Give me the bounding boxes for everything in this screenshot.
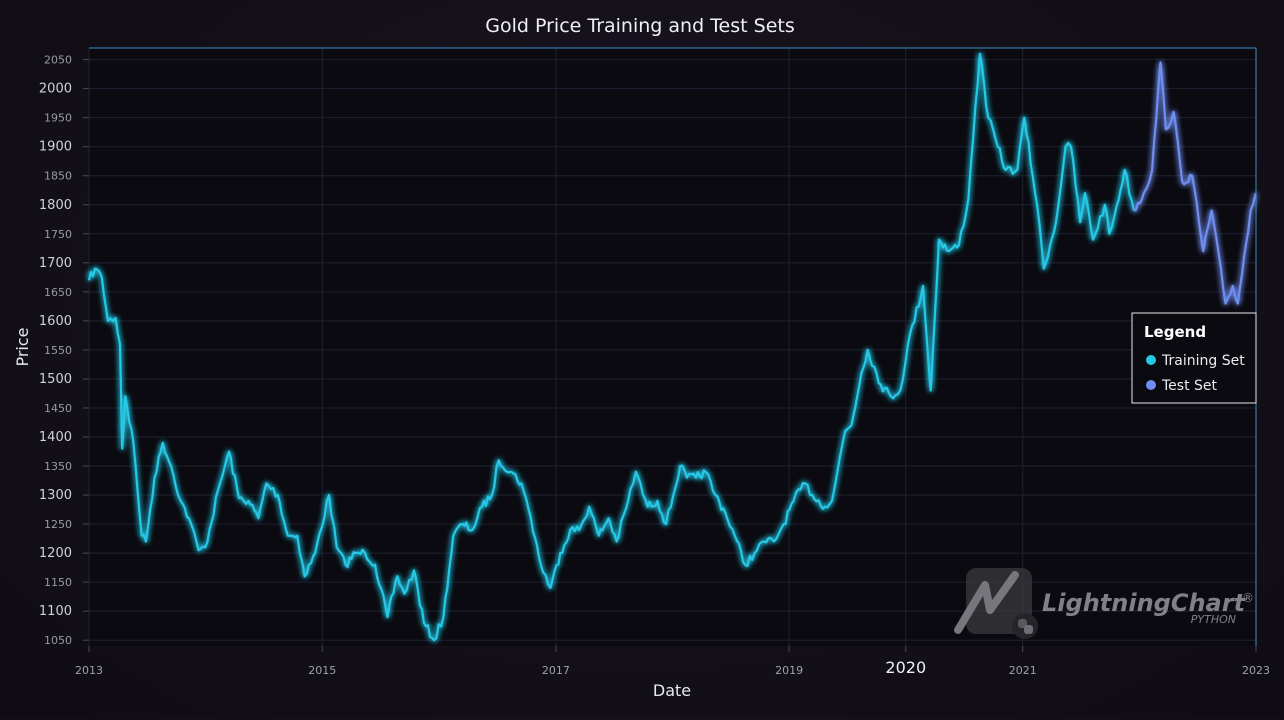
- watermark: LightningChart PYTHON ®: [954, 568, 1254, 639]
- y-tick-label: 1650: [44, 286, 72, 299]
- legend-marker-test: [1146, 380, 1156, 390]
- x-tick-label: 2019: [775, 664, 803, 677]
- y-tick-label: 1550: [44, 344, 72, 357]
- x-tick-label: 2015: [308, 664, 336, 677]
- y-tick-label: 1200: [39, 546, 72, 561]
- series-line-test: [1133, 61, 1257, 305]
- series-line-training: [87, 52, 1135, 642]
- y-axis-label: Price: [13, 327, 32, 366]
- y-tick-label: 1850: [44, 170, 72, 183]
- y-tick-label: 1050: [44, 634, 72, 647]
- python-icon-part: [1018, 619, 1027, 628]
- x-tick-label: 2017: [542, 664, 570, 677]
- y-tick-label: 1150: [44, 576, 72, 589]
- legend: Legend Training Set Test Set: [1131, 312, 1257, 404]
- plot-area: [89, 48, 1256, 646]
- x-axis-label: Date: [653, 681, 691, 700]
- y-tick-label: 1300: [39, 488, 72, 503]
- y-tick-label: 1400: [39, 430, 72, 445]
- watermark-subtext: PYTHON: [1191, 613, 1236, 626]
- y-tick-label: 1100: [39, 604, 72, 619]
- x-axis-ticks: 2013 2015 2017 2019 2020 2021 2023: [75, 646, 1270, 677]
- y-tick-label: 1800: [39, 198, 72, 213]
- legend-label-test: Test Set: [1161, 378, 1218, 394]
- y-tick-label: 1950: [44, 112, 72, 125]
- y-tick-label: 1500: [39, 372, 72, 387]
- y-tick-label: 1900: [39, 140, 72, 155]
- legend-marker-training: [1146, 355, 1156, 365]
- y-axis-ticks: 1050 1100 1150 1200 1250 1300 1350 1400 1450 1500…: [39, 54, 89, 647]
- legend-label-training: Training Set: [1161, 353, 1245, 369]
- x-tick-label: 2023: [1242, 664, 1270, 677]
- y-tick-label: 1250: [44, 518, 72, 531]
- x-tick-label: 2021: [1009, 664, 1037, 677]
- y-tick-label: 2000: [39, 82, 72, 97]
- y-tick-label: 1600: [39, 314, 72, 329]
- y-tick-label: 1700: [39, 256, 72, 271]
- y-tick-label: 2050: [44, 54, 72, 67]
- chart-title: Gold Price Training and Test Sets: [485, 15, 794, 37]
- series-layer: [87, 52, 1257, 642]
- x-tick-label: 2020: [885, 658, 926, 677]
- x-tick-label: 2013: [75, 664, 103, 677]
- lightning-bolt-icon: [954, 571, 1019, 634]
- y-tick-label: 1350: [44, 460, 72, 473]
- registered-mark: ®: [1242, 591, 1254, 605]
- legend-title: Legend: [1144, 323, 1206, 341]
- y-tick-label: 1450: [44, 402, 72, 415]
- watermark-text: LightningChart: [1042, 589, 1247, 617]
- y-tick-label: 1750: [44, 228, 72, 241]
- grid-lines: [88, 48, 1257, 646]
- python-icon-part: [1024, 625, 1033, 634]
